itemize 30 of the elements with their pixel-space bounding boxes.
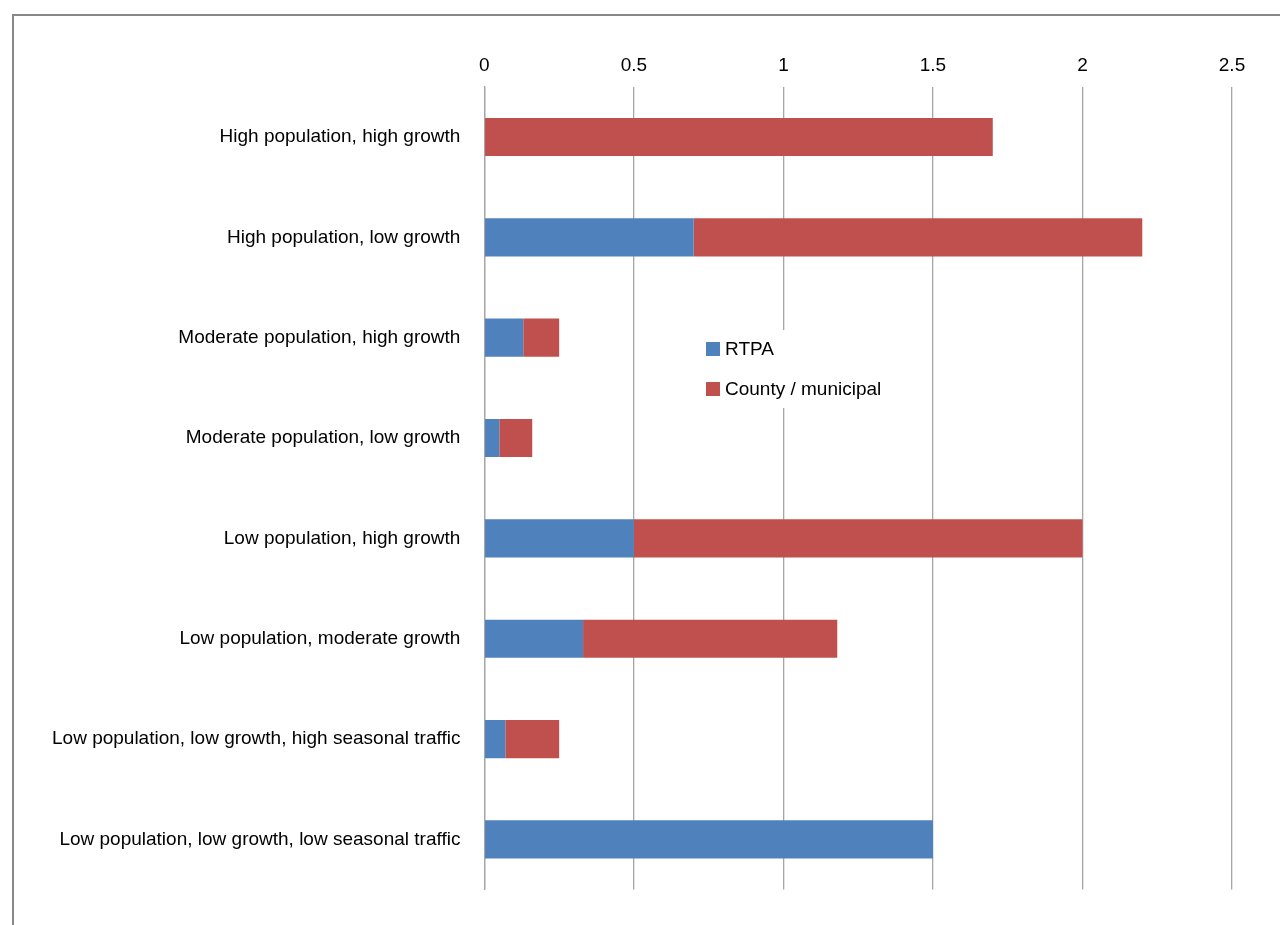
x-tick-label: 0	[479, 53, 490, 75]
x-tick-label: 1.5	[919, 53, 947, 75]
bar	[485, 218, 694, 257]
bar	[485, 619, 584, 658]
legend-label: County / municipal	[725, 378, 882, 400]
y-tick-label: Moderate population, high growth	[178, 325, 461, 347]
bar	[485, 820, 933, 859]
bar	[523, 318, 560, 357]
bar	[693, 218, 1143, 257]
legend-label: RTPA	[725, 338, 774, 360]
bar	[485, 720, 506, 759]
y-tick-label: Low population, moderate growth	[179, 626, 461, 648]
x-tick-label: 2.5	[1218, 53, 1246, 75]
bar	[485, 418, 500, 458]
bar	[505, 720, 560, 759]
y-tick-label: Low population, low growth, low seasonal traffic	[59, 827, 461, 849]
bar	[485, 117, 993, 157]
y-tick-label: Low population, high growth	[223, 526, 461, 548]
bar	[583, 619, 838, 658]
bar	[499, 418, 533, 458]
bar	[485, 318, 524, 357]
y-tick-label: High population, high growth	[219, 125, 461, 147]
bar	[485, 519, 634, 558]
x-tick-label: 1	[778, 53, 789, 75]
y-tick-label: Moderate population, low growth	[185, 426, 461, 448]
y-tick-label: High population, low growth	[226, 225, 461, 247]
x-tick-label: 0.5	[620, 53, 648, 75]
x-tick-label: 2	[1077, 53, 1088, 75]
bar	[633, 519, 1083, 558]
y-tick-label: Low population, low growth, high seasonal traffic	[51, 727, 461, 749]
